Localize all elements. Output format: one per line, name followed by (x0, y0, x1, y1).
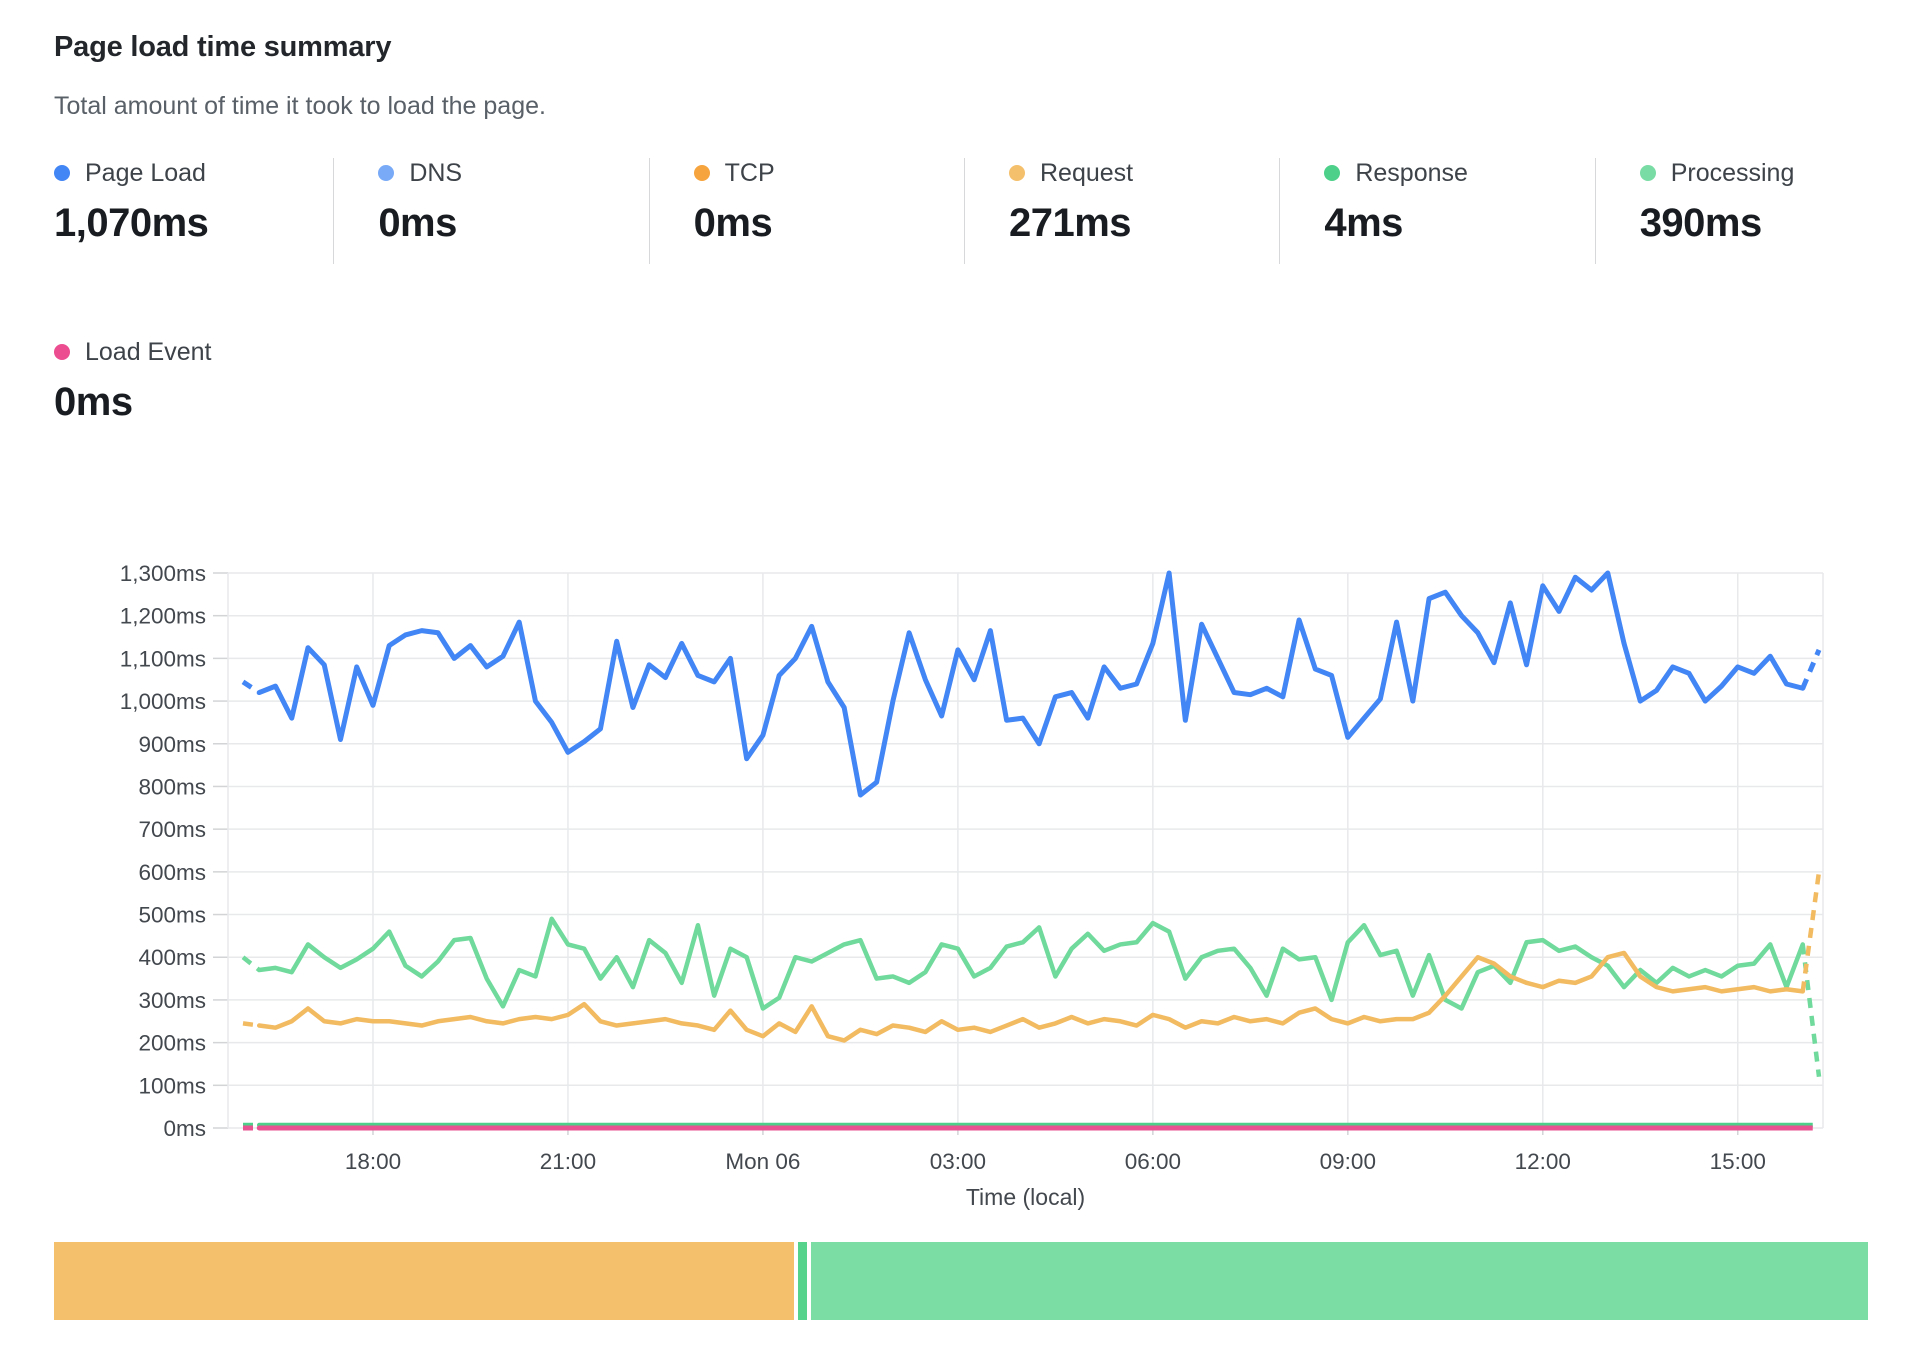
x-tick-label: 18:00 (345, 1149, 401, 1174)
y-tick-label: 100ms (138, 1073, 206, 1098)
stat-page-load: Page Load 1,070ms (0, 158, 333, 264)
stat-value: 390ms (1639, 201, 1763, 245)
y-tick-label: 1,000ms (120, 689, 206, 714)
x-tick-label: Mon 06 (725, 1149, 800, 1174)
stat-processing: Processing 390ms (1594, 158, 1910, 264)
y-tick-label: 400ms (138, 945, 206, 970)
stat-value: 271ms (1009, 201, 1132, 245)
y-tick-label: 900ms (138, 732, 206, 757)
request-dot-icon (1009, 165, 1025, 181)
stat-response: Response 4ms (1279, 158, 1594, 264)
stat-tcp: TCP 0ms (648, 158, 964, 264)
stat-label: DNS (409, 159, 463, 187)
x-axis-title: Time (local) (966, 1184, 1085, 1210)
stat-dns: DNS 0ms (333, 158, 648, 264)
tcp-dot-icon (693, 165, 710, 181)
stat-label: Processing (1670, 159, 1795, 187)
x-tick-label: 12:00 (1515, 1149, 1571, 1174)
page-subtitle: Total amount of time it took to load the… (54, 92, 546, 120)
stat-label: Page Load (85, 159, 206, 187)
page-title: Page load time summary (54, 31, 392, 63)
y-tick-label: 1,100ms (120, 646, 206, 671)
series-line-request (256, 950, 1806, 1043)
y-tick-label: 600ms (138, 860, 206, 885)
y-tick-label: 1,300ms (120, 561, 206, 586)
stat-label: Request (1040, 159, 1134, 187)
x-tick-label: 09:00 (1320, 1149, 1376, 1174)
timing-stats-row: Page Load 1,070ms DNS 0ms TCP 0ms Reques… (0, 158, 1910, 264)
x-tick-label: 15:00 (1710, 1149, 1766, 1174)
stat-value: 0ms (693, 201, 773, 245)
load-event-dot-icon (54, 344, 70, 360)
stat-value: 4ms (1324, 201, 1403, 245)
stat-value: 1,070ms (54, 201, 209, 245)
y-tick-label: 700ms (138, 817, 206, 842)
series-line-processing (256, 916, 1806, 1011)
stat-load-event: Load Event 0ms (54, 337, 212, 424)
series-line-page_load (256, 570, 1806, 798)
stat-request: Request 271ms (964, 158, 1279, 264)
bar-segment-response (798, 1242, 808, 1320)
processing-dot-icon (1639, 165, 1656, 181)
y-tick-label: 200ms (138, 1031, 206, 1056)
dns-dot-icon (378, 165, 395, 181)
y-tick-label: 0ms (163, 1116, 206, 1141)
timing-breakdown-bar (54, 1242, 1868, 1320)
stat-label: Load Event (85, 338, 212, 366)
bar-segment-request (54, 1242, 795, 1320)
stat-value: 0ms (378, 201, 457, 245)
bar-segment-processing (811, 1242, 1868, 1320)
stat-value: 0ms (54, 380, 133, 424)
page-load-time-chart[interactable]: 0ms 100ms 200ms 300ms 400ms 500ms 600ms 700ms 80… (0, 430, 1910, 1230)
y-tick-label: 500ms (138, 903, 206, 928)
x-tick-label: 03:00 (930, 1149, 986, 1174)
y-tick-label: 300ms (138, 988, 206, 1013)
x-tick-label: 21:00 (540, 1149, 596, 1174)
stat-label: TCP (724, 159, 775, 187)
page-load-dot-icon (54, 165, 70, 181)
y-tick-label: 800ms (138, 774, 206, 799)
x-tick-label: 06:00 (1125, 1149, 1181, 1174)
response-dot-icon (1324, 165, 1341, 181)
y-tick-label: 1,200ms (120, 604, 206, 629)
stat-label: Response (1355, 159, 1468, 187)
